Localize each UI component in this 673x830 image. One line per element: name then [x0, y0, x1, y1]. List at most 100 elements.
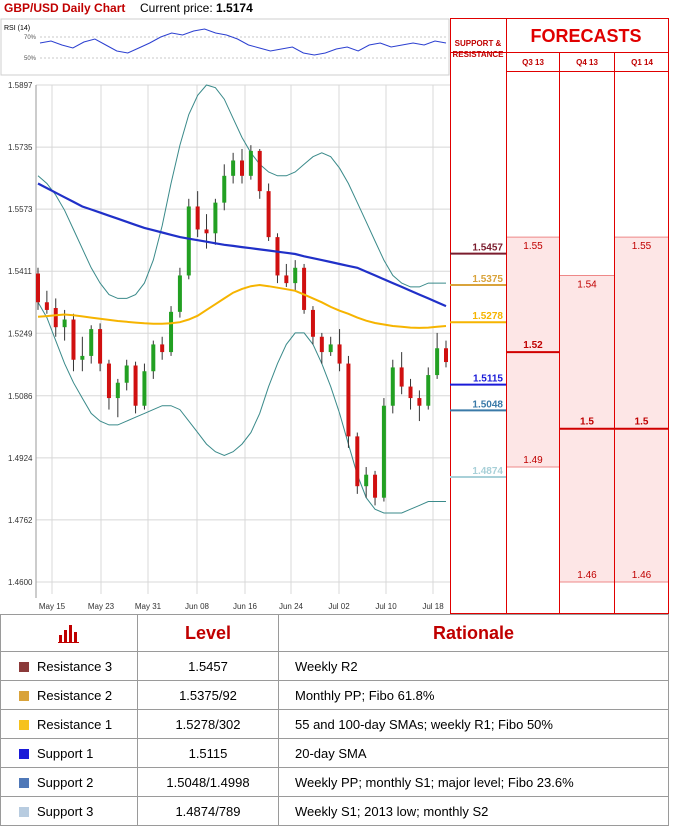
row-name-cell: Support 2: [0, 767, 138, 797]
forecast-mid-label: 1.5: [635, 417, 649, 428]
row-name-cell: Resistance 1: [0, 709, 138, 739]
row-name: Support 3: [37, 803, 94, 819]
rsi-tick-70: 70%: [24, 35, 37, 41]
chart-header: GBP/USD Daily Chart Current price: 1.517…: [0, 0, 450, 18]
row-rationale: 20-day SMA: [278, 738, 669, 768]
table-row: Support 1 1.5115 20-day SMA: [0, 738, 669, 768]
candle-body: [160, 344, 165, 353]
sma200-line: [37, 182, 447, 308]
candle-body: [408, 386, 413, 399]
color-swatch: [19, 719, 29, 730]
candles: [36, 145, 448, 506]
candle-body: [231, 160, 236, 176]
candle-body: [417, 398, 422, 406]
table-row: Resistance 2 1.5375/92 Monthly PP; Fibo …: [0, 680, 669, 710]
levels-table: Level Rationale Resistance 3 1.5457 Week…: [0, 614, 669, 826]
row-name: Resistance 2: [37, 687, 113, 703]
y-tick-label: 1.5411: [8, 267, 32, 276]
row-name: Resistance 3: [37, 658, 113, 674]
row-level: 1.5278/302: [137, 709, 279, 739]
rsi-title: RSI (14): [4, 25, 30, 32]
candle-body: [444, 348, 448, 363]
row-rationale: Weekly PP; monthly S1; major level; Fibo…: [278, 767, 669, 797]
candle-body: [124, 365, 129, 383]
y-tick-label: 1.4762: [8, 516, 33, 525]
candle-body: [381, 405, 386, 498]
candle-body: [89, 329, 94, 356]
table-row: Support 2 1.5048/1.4998 Weekly PP; month…: [0, 767, 669, 797]
x-tick-label: May 23: [88, 602, 115, 611]
row-level: 1.4874/789: [137, 796, 279, 826]
color-swatch: [19, 777, 29, 788]
row-rationale: Monthly PP; Fibo 61.8%: [278, 680, 669, 710]
forecast-svg: 1.5457 1.5375 1.5278 1.5115 1.5048 1.4874 1.55…: [450, 18, 669, 614]
row-name: Resistance 1: [37, 716, 113, 732]
x-tick-label: Jun 24: [279, 602, 304, 611]
candle-body: [53, 308, 58, 328]
forecast-mid-label: 1.52: [523, 340, 543, 351]
candle-body: [435, 348, 440, 376]
row-name: Support 2: [37, 774, 94, 790]
color-swatch: [19, 690, 29, 701]
sma-line: [37, 283, 447, 329]
table-row: Resistance 1 1.5278/302 55 and 100-day S…: [0, 709, 669, 739]
candle-body: [293, 267, 298, 284]
color-swatch: [19, 806, 29, 817]
sr-level-label: 1.5048: [472, 399, 503, 410]
forecast-low-label: 1.46: [577, 570, 597, 581]
candle-body: [284, 275, 289, 284]
candle-body: [44, 302, 49, 310]
color-swatch: [19, 661, 29, 672]
candle-body: [177, 275, 182, 312]
bar-chart-icon: [58, 625, 79, 643]
row-name-cell: Support 1: [0, 738, 138, 768]
candle-body: [390, 367, 395, 406]
forecast-title: FORECASTS: [530, 26, 642, 46]
sr-title-line1: SUPPORT &: [454, 39, 502, 48]
candle-body: [36, 273, 40, 303]
candle-body: [169, 311, 174, 353]
candle-body: [346, 363, 351, 437]
forecast-high-label: 1.55: [523, 241, 543, 252]
chart-title: GBP/USD Daily Chart: [4, 1, 126, 15]
quarter-header-q3-13: Q3 13: [522, 58, 544, 67]
upper-bollinger-band: [37, 84, 446, 299]
row-rationale: Weekly R2: [278, 651, 669, 681]
x-tick-label: Jul 18: [422, 602, 444, 611]
x-tick-label: Jun 16: [233, 602, 258, 611]
sr-level-label: 1.4874: [472, 466, 503, 477]
row-name-cell: Resistance 3: [0, 651, 138, 681]
row-level: 1.5375/92: [137, 680, 279, 710]
candle-body: [195, 206, 200, 230]
row-rationale: 55 and 100-day SMAs; weekly R1; Fibo 50%: [278, 709, 669, 739]
candle-body: [106, 363, 111, 399]
candle-body: [62, 319, 67, 328]
main-chart: 1.5897 1.5735 1.5573 1.5411 1.5249 1.5086 1.49…: [0, 78, 450, 614]
y-tick-label: 1.5735: [8, 143, 33, 152]
bollinger-bands: [37, 84, 446, 514]
y-tick-label: 1.5086: [8, 392, 33, 401]
row-name-cell: Resistance 2: [0, 680, 138, 710]
candle-body: [328, 344, 333, 353]
candle-body: [115, 382, 120, 399]
row-level: 1.5115: [137, 738, 279, 768]
table-row: Support 3 1.4874/789 Weekly S1; 2013 low…: [0, 796, 669, 826]
candle-body: [71, 319, 76, 360]
candle-body: [373, 474, 378, 498]
sr-level-label: 1.5278: [472, 311, 503, 322]
candle-body: [151, 344, 156, 372]
candle-body: [240, 160, 244, 176]
candle-body: [319, 336, 324, 353]
row-level: 1.5457: [137, 651, 279, 681]
candle-body: [364, 474, 369, 487]
table-row: Resistance 3 1.5457 Weekly R2: [0, 651, 669, 681]
current-price: Current price: 1.5174: [140, 1, 253, 15]
x-tick-label: Jul 02: [328, 602, 350, 611]
color-swatch: [19, 748, 29, 759]
x-tick-label: May 15: [39, 602, 66, 611]
table-header-level: Level: [137, 614, 279, 652]
row-level: 1.5048/1.4998: [137, 767, 279, 797]
candle-body: [248, 150, 253, 176]
forecast-mid-label: 1.5: [580, 417, 594, 428]
rsi-line: [39, 28, 447, 56]
